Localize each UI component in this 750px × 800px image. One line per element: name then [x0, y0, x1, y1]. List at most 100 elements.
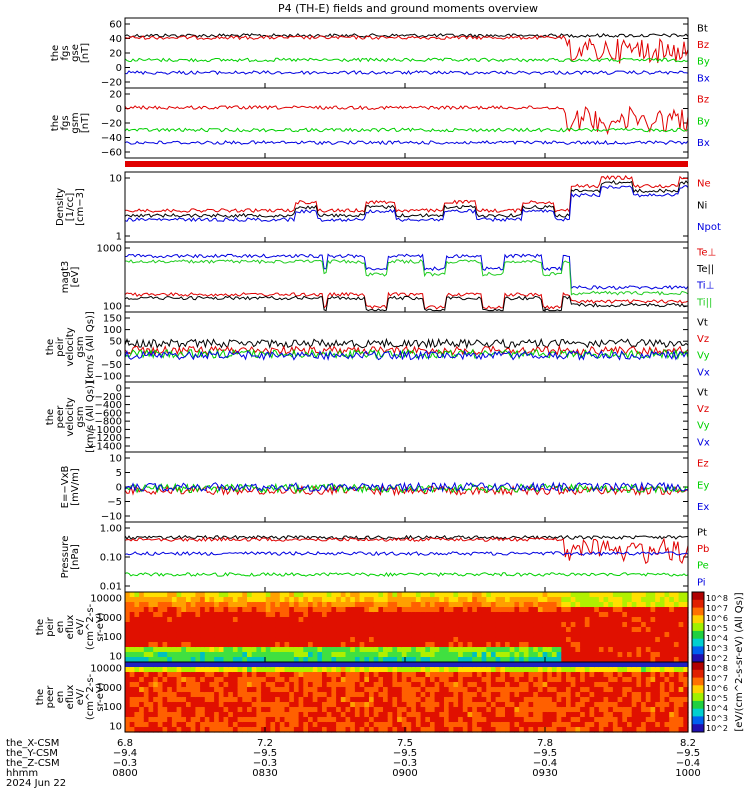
spectrogram-cell [406, 632, 412, 638]
spectrogram-cell [519, 727, 525, 733]
spectrogram-cell [561, 632, 567, 638]
spectrogram-cell [683, 657, 689, 663]
spectrogram-cell [373, 677, 379, 683]
spectrogram-cell [228, 602, 234, 608]
spectrogram-cell [153, 662, 159, 668]
spectrogram-cell [298, 672, 304, 678]
spectrogram-cell [387, 727, 393, 733]
spectrogram-cell [256, 667, 262, 673]
spectrogram-cell [129, 597, 135, 603]
spectrogram-cell [556, 647, 562, 653]
spectrogram-cell [528, 647, 534, 653]
spectrogram-cell [551, 722, 558, 728]
spectrogram-cell [326, 707, 332, 713]
spectrogram-cell [157, 667, 164, 673]
spectrogram-cell [303, 622, 309, 628]
spectrogram-cell [171, 677, 178, 683]
spectrogram-cell [505, 602, 511, 608]
spectrogram-cell [237, 662, 243, 668]
spectrogram-cell [129, 702, 135, 708]
colorbar-segment [692, 599, 704, 609]
spectrogram-cell [232, 707, 239, 713]
spectrogram-cell [331, 697, 337, 703]
spectrogram-cell [523, 657, 530, 663]
spectrogram-cell [566, 697, 572, 703]
spectrogram-cell [247, 702, 253, 708]
spectrogram-cell [293, 617, 300, 623]
spectrogram-cell [664, 602, 670, 608]
spectrogram-cell [157, 647, 164, 653]
spectrogram-cell [143, 712, 150, 718]
legend-Bx: Bx [697, 138, 710, 149]
spectrogram-cell [490, 672, 497, 678]
spectrogram-cell [232, 727, 239, 733]
spectrogram-cell [401, 637, 408, 643]
spectrogram-cell [312, 682, 318, 688]
spectrogram-cell [293, 677, 300, 683]
spectrogram-cell [495, 722, 501, 728]
spectrogram-cell [505, 702, 511, 708]
spectrogram-cell [542, 712, 548, 718]
spectrogram-cell [627, 712, 633, 718]
spectrogram-cell [186, 717, 192, 723]
spectrogram-cell [659, 712, 666, 718]
spectrogram-cell [270, 692, 276, 698]
spectrogram-cell [439, 667, 445, 673]
spectrogram-cell [566, 677, 572, 683]
spectrogram-cell [303, 617, 309, 623]
spectrogram-cell [561, 622, 567, 628]
spectrogram-cell [594, 717, 600, 723]
spectrogram-cell [200, 727, 206, 733]
spectrogram-cell [425, 652, 431, 658]
spectrogram-cell [678, 652, 684, 658]
spectrogram-cell [566, 682, 572, 688]
spectrogram-cell [575, 597, 581, 603]
spectrogram-cell [162, 687, 168, 693]
spectrogram-cell [139, 712, 145, 718]
spectrogram-cell [265, 702, 272, 708]
spectrogram-cell [458, 597, 464, 603]
spectrogram-cell [664, 617, 670, 623]
spectrogram-cell [444, 687, 450, 693]
spectrogram-cell [228, 612, 234, 618]
spectrogram-cell [195, 602, 201, 608]
panel-frame [124, 171, 689, 243]
spectrogram-cell [171, 622, 178, 628]
spectrogram-cell [415, 637, 422, 643]
spectrogram-cell [481, 717, 487, 723]
spectrogram-cell [617, 662, 623, 668]
spectrogram-cell [265, 727, 272, 733]
spectrogram-cell [303, 717, 309, 723]
spectrogram-cell [462, 637, 469, 643]
spectrogram-cell [434, 727, 440, 733]
spectrogram-cell [678, 617, 684, 623]
spectrogram-cell [415, 707, 422, 713]
spectrogram-cell [308, 727, 314, 733]
spectrogram-cell [430, 722, 436, 728]
spectrogram-cell [641, 687, 647, 693]
spectrogram-cell [476, 617, 483, 623]
spectrogram-cell [167, 717, 173, 723]
spectrogram-cell [608, 657, 614, 663]
spectrogram-cell [167, 642, 173, 648]
spectrogram-cell [444, 697, 450, 703]
spectrogram-cell [556, 697, 562, 703]
spectrogram-cell [472, 727, 478, 733]
spectrogram-cell [157, 682, 164, 688]
spectrogram-cell [673, 652, 680, 658]
spectrogram-cell [317, 692, 323, 698]
spectrogram-cell [627, 647, 633, 653]
spectrogram-cell [453, 727, 459, 733]
spectrogram-cell [279, 652, 286, 658]
xaxis-value: −9.5 [676, 748, 700, 759]
spectrogram-cell [476, 697, 483, 703]
spectrogram-cell [490, 652, 497, 658]
spectrogram-cell [284, 682, 290, 688]
spectrogram-cell [490, 642, 497, 648]
spectrogram-cell [594, 692, 600, 698]
spectrogram-cell [143, 622, 150, 628]
spectrogram-cell [153, 627, 159, 633]
spectrogram-cell [190, 652, 196, 658]
spectrogram-cell [406, 707, 412, 713]
spectrogram-cell [472, 602, 478, 608]
